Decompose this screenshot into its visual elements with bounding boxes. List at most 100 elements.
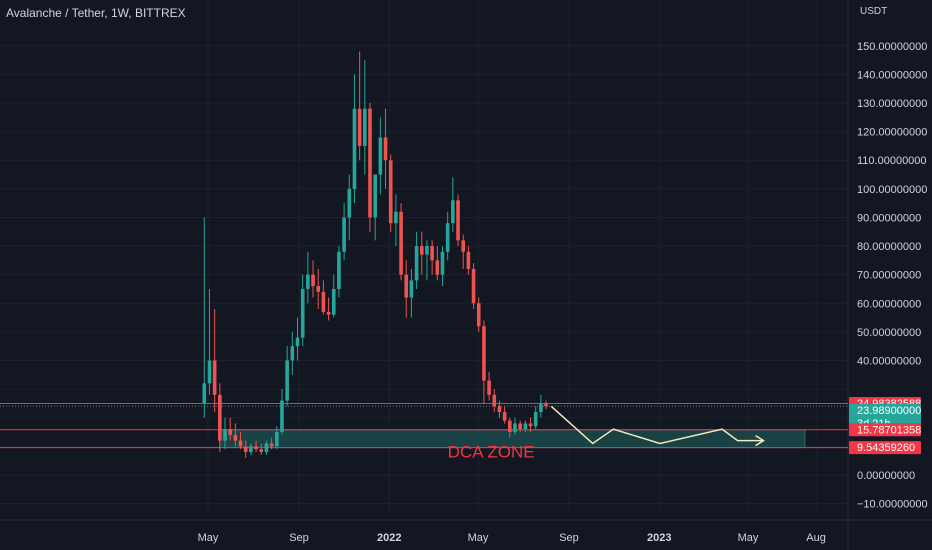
candle-body — [440, 251, 445, 275]
y-tick-label: 50.00000000 — [857, 327, 921, 339]
candle-body — [502, 412, 507, 421]
candle-body — [212, 360, 217, 395]
candle-body — [497, 406, 502, 412]
candle-body — [451, 200, 455, 224]
candle-body — [352, 108, 357, 189]
candle-body — [409, 280, 414, 298]
x-tick-label: May — [468, 532, 489, 544]
candle-body — [311, 274, 315, 287]
price-tag-low-label: 9.54359260 — [857, 442, 915, 454]
y-tick-label: 100.00000000 — [857, 184, 927, 196]
candle-body — [383, 137, 388, 161]
candle-body — [394, 211, 398, 224]
candle-body — [337, 251, 341, 289]
candle-body — [466, 251, 471, 269]
candle-body — [373, 174, 377, 218]
candle-body — [445, 223, 450, 252]
price-tag-low-box — [849, 441, 921, 455]
candle-body — [218, 394, 222, 441]
y-tick-label: 140.00000000 — [857, 69, 927, 81]
candle-body — [363, 108, 367, 146]
y-tick-label: 70.00000000 — [857, 270, 921, 282]
candle-body — [414, 246, 419, 281]
candle-body — [518, 423, 522, 430]
x-tick-label: Sep — [559, 532, 579, 544]
candle-body — [476, 303, 481, 327]
candle-body — [285, 360, 289, 401]
projection-arrowhead — [755, 434, 765, 447]
y-tick-label: 120.00000000 — [857, 127, 927, 139]
candle-body — [249, 446, 253, 453]
candle-body — [259, 449, 264, 453]
candle-body — [523, 423, 528, 430]
candle-body — [425, 246, 429, 255]
candle-body — [306, 274, 310, 289]
y-tick-label: 80.00000000 — [857, 241, 921, 253]
dca-zone-label: DCA ZONE — [448, 443, 535, 462]
projection-path — [550, 405, 764, 445]
last-price-label: 23.98900000 — [857, 405, 921, 417]
candle-body — [238, 440, 243, 447]
x-tick-label: May — [738, 532, 759, 544]
y-tick-label: 150.00000000 — [857, 41, 927, 53]
candle-body — [544, 403, 548, 407]
candle-body — [378, 137, 383, 175]
price-tag-mid-label: 15.78701358 — [857, 424, 921, 436]
candle-body — [342, 217, 346, 252]
y-tick-label: 90.00000000 — [857, 212, 921, 224]
candle-body — [419, 246, 424, 255]
candle-body — [487, 380, 491, 395]
y-tick-label: 0.00000000 — [857, 470, 915, 482]
price-tag-mid-box — [849, 423, 921, 437]
x-tick-label: 2022 — [377, 532, 401, 544]
x-tick-label: Sep — [289, 532, 309, 544]
x-tick-label: 2023 — [647, 532, 671, 544]
x-tick-label: May — [198, 532, 219, 544]
candle-body — [461, 240, 466, 252]
candle-body — [430, 246, 434, 261]
candle-body — [223, 429, 227, 441]
candle-body — [539, 403, 543, 412]
candle-body — [202, 383, 207, 404]
candle-body — [528, 423, 533, 427]
candle-body — [300, 288, 305, 338]
candle-body — [269, 443, 274, 447]
candle-body — [456, 200, 460, 241]
candle-body — [368, 108, 372, 218]
y-tick-label: 130.00000000 — [857, 98, 927, 110]
chart-title: Avalanche / Tether, 1W, BITTREX — [6, 6, 186, 20]
candle-body — [207, 360, 212, 384]
candle-body — [280, 400, 284, 433]
y-tick-label: 110.00000000 — [857, 155, 927, 167]
candle-body — [482, 326, 486, 381]
candle-body — [435, 260, 440, 275]
candle-body — [357, 108, 362, 146]
y-tick-label: −10.00000000 — [857, 499, 928, 511]
candle-body — [533, 412, 538, 427]
candle-body — [316, 286, 321, 292]
candle-body — [507, 420, 512, 433]
candle-body — [347, 188, 352, 218]
candle-body — [471, 268, 476, 304]
candle-body — [492, 394, 497, 407]
candle-body — [388, 160, 393, 224]
candle-body — [290, 346, 295, 361]
candle-body — [331, 288, 336, 315]
candle-body — [321, 291, 326, 312]
candle-body — [295, 337, 300, 347]
x-tick-label: Aug — [806, 532, 826, 544]
candle-body — [254, 446, 258, 450]
candle-body — [326, 311, 331, 315]
candle-body — [274, 432, 279, 447]
candle-body — [243, 446, 248, 453]
candle-body — [233, 434, 238, 441]
y-tick-label: 40.00000000 — [857, 356, 921, 368]
candle-body — [264, 443, 269, 453]
candle-body — [513, 423, 517, 433]
candle-body — [399, 211, 403, 275]
candle-body — [228, 429, 233, 435]
candle-body — [404, 274, 409, 298]
y-tick-label: 60.00000000 — [857, 298, 921, 310]
